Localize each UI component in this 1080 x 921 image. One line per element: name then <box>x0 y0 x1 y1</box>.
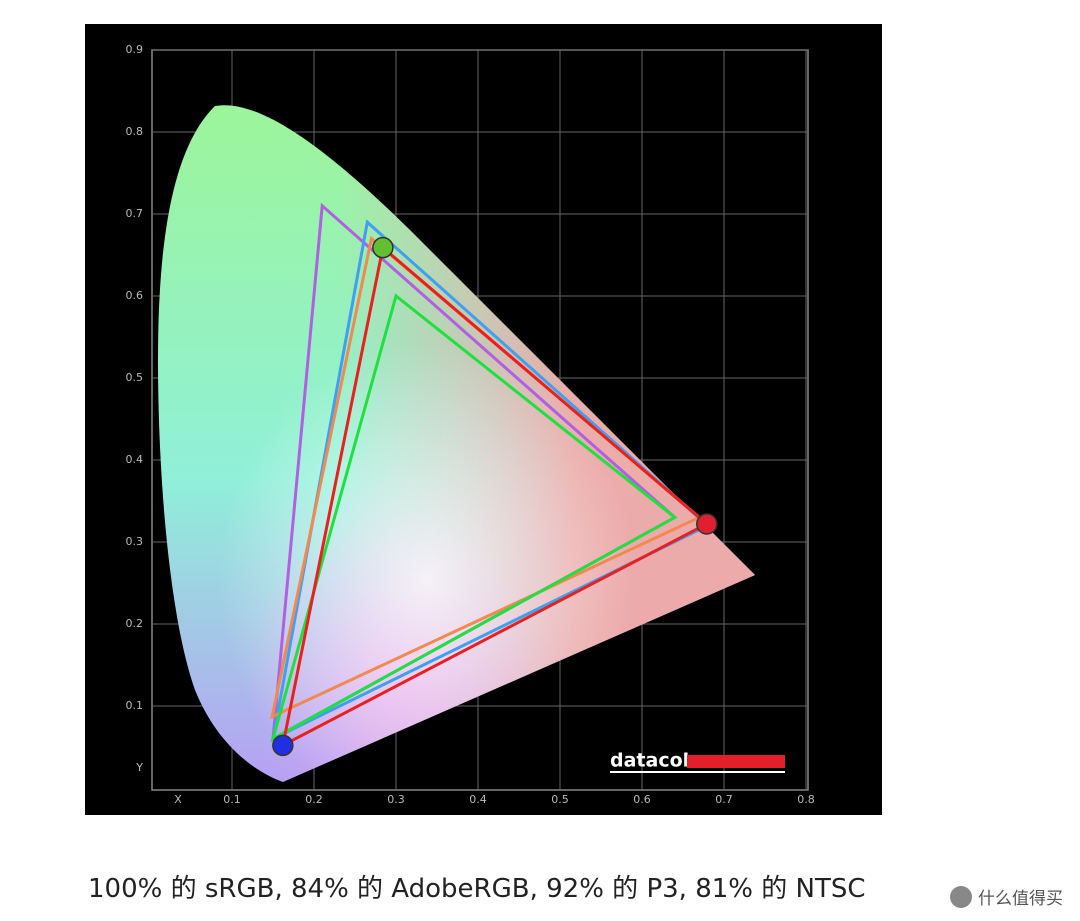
primary-marker <box>372 236 394 259</box>
y-tick-label: 0.5 <box>126 371 144 384</box>
y-tick-label: 0.6 <box>126 289 144 302</box>
x-tick-label: 0.3 <box>387 793 405 806</box>
y-tick-label: 0.7 <box>126 207 144 220</box>
caption: 100% 的 sRGB, 84% 的 AdobeRGB, 92% 的 P3, 8… <box>88 874 866 904</box>
y-tick-label: 0.9 <box>126 43 144 56</box>
y-tick-label: 0.2 <box>126 617 144 630</box>
x-tick-label: 0.7 <box>715 793 733 806</box>
x-tick-label: 0.6 <box>633 793 651 806</box>
logo-underline <box>610 771 785 773</box>
watermark: 什么值得买 <box>950 884 1063 909</box>
x-tick-label: 0.1 <box>223 793 241 806</box>
primary-marker <box>272 734 294 757</box>
y-tick-label: 0.4 <box>126 453 144 466</box>
logo-text: datacolor <box>610 750 712 772</box>
watermark-text: 什么值得买 <box>978 889 1063 909</box>
primary-marker <box>696 513 718 535</box>
x-axis-label: X <box>174 793 182 806</box>
y-tick-label: 0.1 <box>126 699 144 712</box>
x-tick-label: 0.8 <box>797 793 815 806</box>
gamut-triangle <box>280 244 710 749</box>
y-axis-label: Y <box>135 761 143 774</box>
x-tick-label: 0.2 <box>305 793 323 806</box>
logo: datacolor <box>610 750 785 773</box>
x-tick-label: 0.5 <box>551 793 569 806</box>
y-tick-label: 0.3 <box>126 535 144 548</box>
logo-bar <box>687 755 785 768</box>
y-tick-label: 0.8 <box>126 125 144 138</box>
watermark-icon <box>950 885 972 908</box>
gamut-triangle <box>270 293 678 742</box>
x-tick-label: 0.4 <box>469 793 487 806</box>
